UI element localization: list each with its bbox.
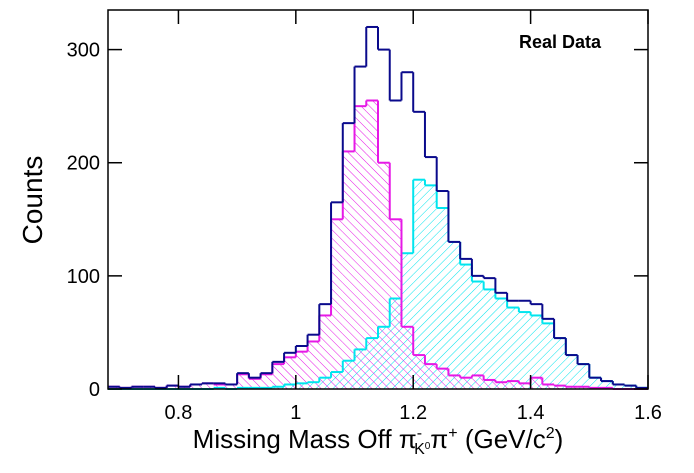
bar [577,364,590,389]
bar [577,386,590,389]
bar [530,315,543,389]
bar [471,281,484,389]
bar [424,185,437,389]
bar [190,384,202,389]
bar [131,386,144,389]
x-tick-label: 1.2 [399,402,427,424]
bar [565,355,578,389]
x-label-part: (GeV/c [458,424,546,454]
bar [518,383,531,389]
x-label-part: π [430,424,448,454]
x-axis-title: Missing Mass Off π-K0π+ (GeV/c2) [193,424,564,458]
bar [108,386,120,389]
bar [589,377,602,389]
bar [201,383,214,389]
x-label-part: Missing Mass Off π [193,424,417,454]
x-label-part: 2 [546,425,555,442]
bar [542,384,555,389]
bar [448,241,461,389]
bar [436,207,449,389]
annotation: Real Data [519,32,602,52]
bar [295,351,308,389]
y-tick-label: 0 [89,379,100,401]
bar [448,375,461,389]
y-tick-label: 300 [67,40,100,62]
x-tick-label: 0.8 [165,402,193,424]
bar [495,298,508,389]
bar [542,323,555,389]
bar [624,385,637,389]
bar [483,379,496,389]
bar [319,315,332,389]
bar [413,179,425,389]
bar [554,338,566,389]
bar [554,385,566,389]
bar [366,100,378,390]
bar [401,253,414,389]
bar [495,382,508,389]
bar [225,384,238,389]
bar [237,374,249,389]
bar [178,386,191,389]
x-tick-label: 1 [290,402,301,424]
x-label-part: + [448,425,457,442]
bar [307,341,320,389]
bar [601,381,613,389]
x-label-part: 0 [425,441,431,452]
y-tick-label: 200 [67,153,100,175]
bar [471,375,484,389]
bar [401,326,414,389]
x-label-part: ) [555,424,564,454]
bar [284,357,296,389]
x-tick-label: 1.4 [517,402,545,424]
x-tick-label: 1.6 [634,402,662,424]
bar [413,355,425,389]
bar [166,385,179,389]
bar [460,264,472,389]
bar [389,219,402,389]
bar [260,374,273,389]
bar [143,386,155,389]
bar [248,378,261,389]
bar [460,377,472,389]
bar [272,364,285,389]
bar [213,384,226,389]
y-axis-title: Counts [17,156,48,245]
bar [378,162,390,389]
bar [612,384,625,389]
bar [342,151,355,389]
bar [436,368,449,389]
bar [354,106,367,389]
x-label-part: K [414,441,425,458]
y-tick-label: 100 [67,266,100,288]
bar [565,386,578,389]
bar [518,312,531,389]
bar [483,289,496,389]
bar [331,219,343,389]
plot-frame [107,9,649,390]
bar [530,377,543,389]
bar [507,381,519,389]
x-label-part: - [417,425,422,442]
bar [507,307,519,389]
bar [424,364,437,389]
